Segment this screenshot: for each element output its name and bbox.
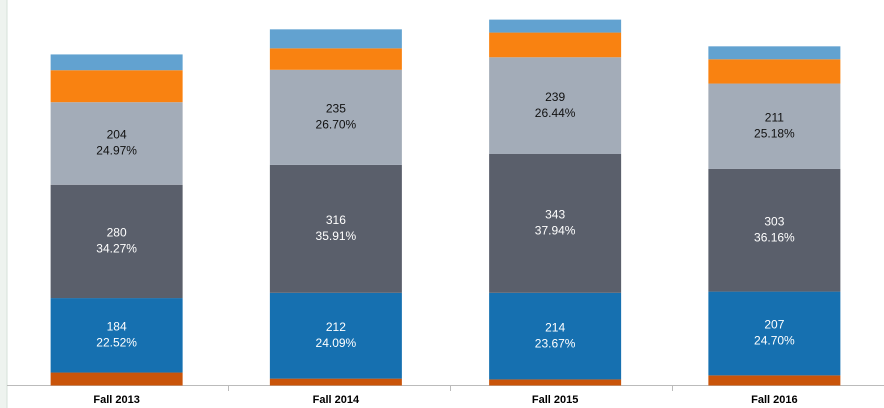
percent-label: 23.67%	[535, 336, 576, 350]
bar-segment	[269, 29, 402, 49]
percent-label: 34.27%	[96, 242, 137, 256]
value-label: 184	[107, 319, 127, 333]
percent-label: 22.52%	[96, 335, 137, 349]
x-tick-label: Fall 2015	[532, 394, 578, 406]
bar-segment	[50, 70, 183, 103]
side-strip	[0, 0, 7, 408]
percent-label: 24.97%	[96, 144, 137, 158]
percent-label: 37.94%	[535, 224, 576, 238]
value-label: 280	[107, 226, 127, 240]
percent-label: 26.44%	[535, 106, 576, 120]
bar-segment	[708, 168, 841, 292]
bar-segment	[50, 102, 183, 185]
bar-segment	[50, 372, 183, 386]
value-label: 316	[326, 213, 346, 227]
bar-segment	[489, 32, 622, 58]
bar-segment	[708, 291, 841, 376]
percent-label: 35.91%	[316, 229, 357, 243]
bar-segment	[50, 184, 183, 299]
bar-segment	[269, 48, 402, 70]
bar-segment	[269, 164, 402, 293]
value-label: 204	[107, 128, 127, 142]
bar-segment	[489, 153, 622, 293]
bar-segment	[269, 378, 402, 386]
bar-segment	[708, 46, 841, 60]
bar-segment	[489, 379, 622, 386]
bar-segment	[489, 57, 622, 154]
bar-segment	[489, 19, 622, 33]
x-tick-label: Fall 2013	[93, 394, 139, 406]
percent-label: 36.16%	[754, 230, 795, 244]
bar-segment	[50, 54, 183, 71]
value-label: 212	[326, 320, 346, 334]
x-tick-label: Fall 2014	[313, 394, 360, 406]
bar-segment	[489, 292, 622, 380]
bar-segment	[708, 83, 841, 169]
value-label: 239	[545, 90, 565, 104]
bar-segment	[708, 59, 841, 84]
bar-segment	[708, 375, 841, 386]
bar-segment	[269, 292, 402, 379]
value-label: 211	[765, 110, 784, 124]
value-label: 343	[545, 208, 565, 222]
bar-segment	[50, 298, 183, 373]
percent-label: 24.09%	[316, 336, 357, 350]
value-label: 207	[764, 318, 784, 332]
percent-label: 24.70%	[754, 334, 795, 348]
value-label: 214	[545, 320, 565, 334]
x-tick-label: Fall 2016	[751, 394, 797, 406]
percent-label: 26.70%	[316, 118, 357, 132]
value-label: 235	[326, 102, 346, 116]
value-label: 303	[764, 214, 784, 228]
percent-label: 25.18%	[754, 126, 795, 140]
bar-segment	[269, 69, 402, 165]
